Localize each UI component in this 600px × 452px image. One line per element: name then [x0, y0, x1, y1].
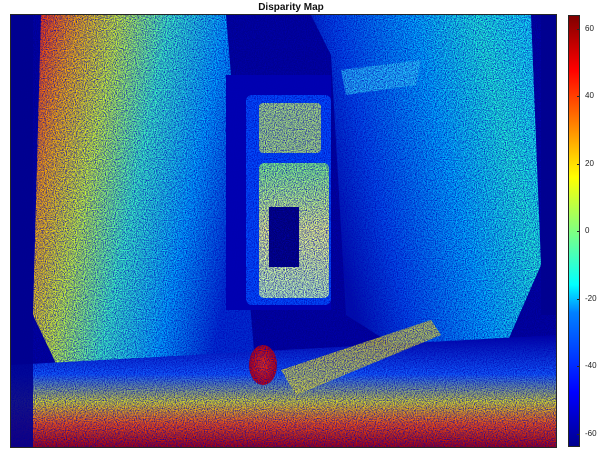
- colorbar-tick-label: 40: [585, 91, 594, 100]
- disparity-image: [10, 14, 557, 448]
- colorbar-tick-mark: [577, 298, 580, 300]
- colorbar-tick-label: 60: [585, 23, 594, 33]
- disparity-heatmap: [11, 15, 556, 447]
- colorbar-tick-mark: [577, 163, 580, 165]
- right-border-region: [541, 15, 556, 315]
- colorbar-tick-mark: [577, 28, 580, 30]
- chart-title: Disparity Map: [258, 2, 324, 13]
- colorbar-tick-label: 20: [585, 158, 594, 168]
- colorbar-tick-mark: [577, 96, 580, 97]
- colorbar-tick-label: -40: [585, 361, 597, 370]
- colorbar-tick-mark: [577, 366, 580, 367]
- colorbar-tick-label: -20: [585, 293, 597, 303]
- colorbar-tick-label: -60: [585, 428, 597, 438]
- colorbar-tick-label: 0: [585, 226, 590, 235]
- noise-overlay: [11, 15, 556, 447]
- colorbar-tick-mark: [577, 231, 580, 232]
- left-border-region: [11, 15, 33, 447]
- colorbar-tick-mark: [577, 433, 580, 435]
